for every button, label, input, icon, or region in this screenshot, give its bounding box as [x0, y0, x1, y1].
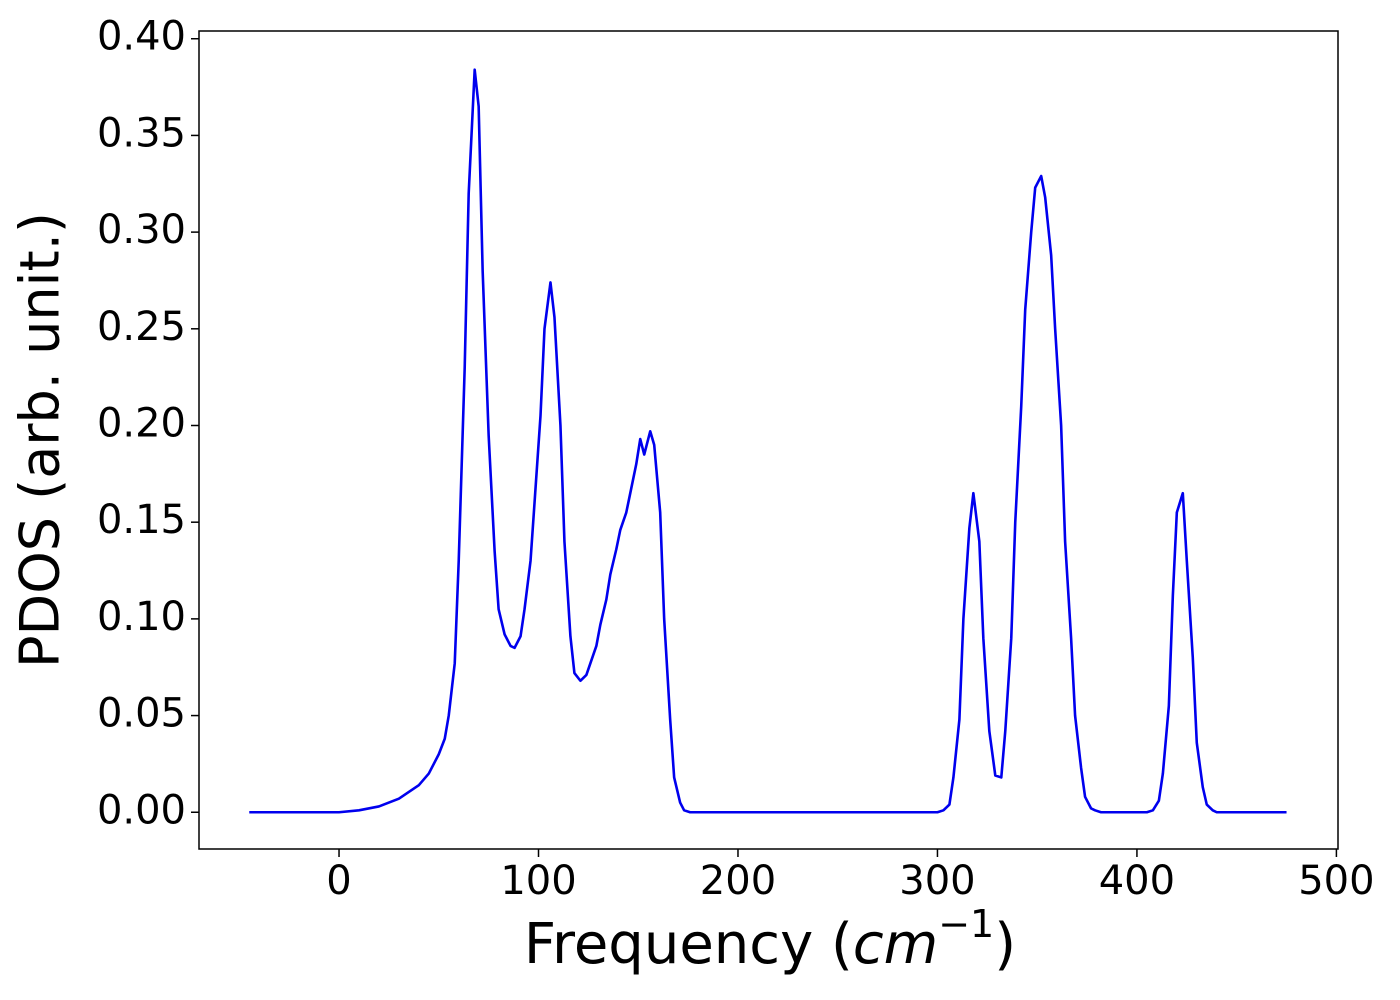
y-tick-label: 0.15 [97, 497, 186, 543]
y-tick-label: 0.40 [97, 14, 186, 60]
x-axis-label: Frequency (cm−1) [524, 902, 1016, 978]
x-tick-label: 400 [1099, 858, 1175, 904]
y-tick-label: 0.10 [97, 594, 186, 640]
plot-frame [198, 30, 1339, 850]
y-axis-label: PDOS (arb. unit.) [9, 212, 72, 668]
x-label-part: ) [994, 912, 1016, 977]
y-tick-label: 0.00 [97, 787, 186, 833]
y-tick-label: 0.20 [97, 400, 186, 446]
x-tick-label: 100 [500, 858, 576, 904]
x-label-part: Frequency ( [524, 912, 853, 977]
y-tick-label: 0.25 [97, 304, 186, 350]
x-tick-label: 200 [700, 858, 776, 904]
y-tick-label: 0.05 [97, 691, 186, 737]
x-tick-label: 300 [899, 858, 975, 904]
y-tick-label: 0.30 [97, 207, 186, 253]
x-label-exponent: −1 [938, 902, 994, 946]
y-tick-label: 0.35 [97, 110, 186, 156]
x-tick-label: 500 [1298, 858, 1374, 904]
x-label-unit: cm [853, 912, 938, 977]
x-tick-label: 0 [326, 858, 351, 904]
data-line [249, 68, 1287, 814]
